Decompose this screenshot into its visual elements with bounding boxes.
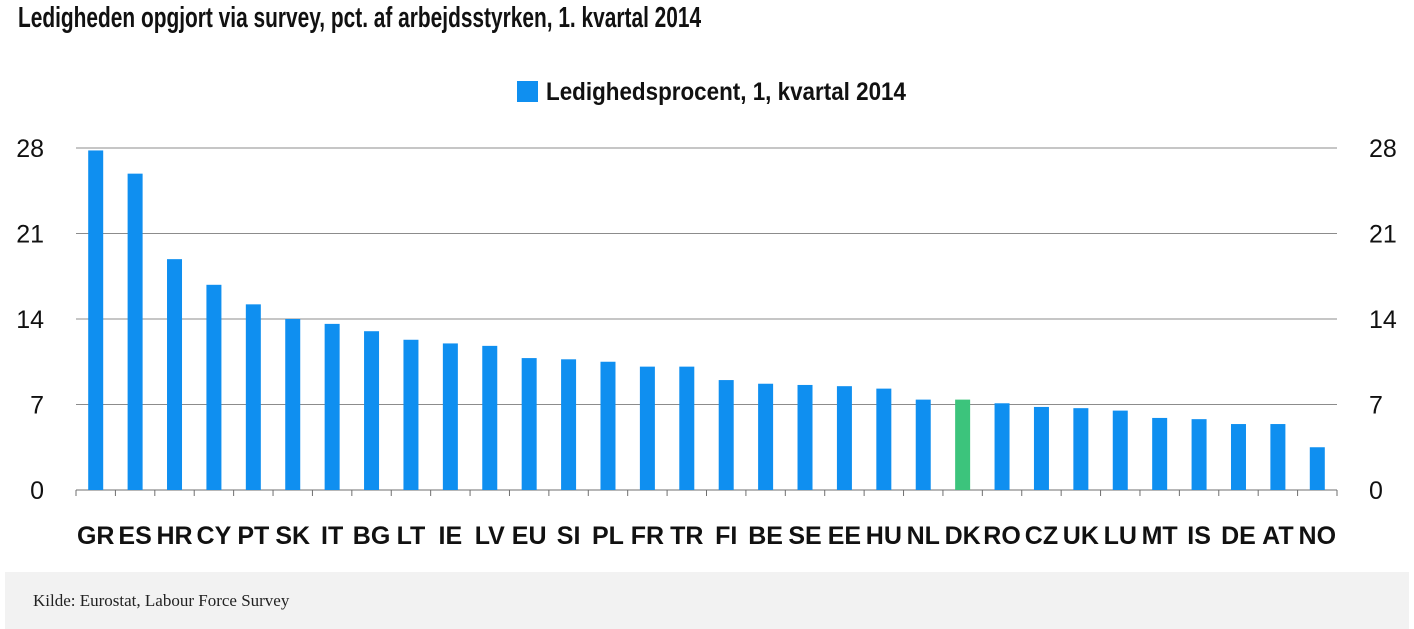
bar-ro xyxy=(994,403,1010,490)
x-tick-label-se: SE xyxy=(788,522,821,550)
y-tick-label-left: 14 xyxy=(16,306,44,334)
bar-cy xyxy=(206,284,222,490)
bar-eu xyxy=(521,358,537,490)
bar-be xyxy=(758,383,774,490)
x-tick-label-no: NO xyxy=(1299,522,1337,550)
x-tick-label-fi: FI xyxy=(715,522,737,550)
y-tick-label-right: 14 xyxy=(1369,306,1397,334)
x-tick-label-uk: UK xyxy=(1063,522,1099,550)
bar-es xyxy=(127,173,143,490)
x-tick-label-lt: LT xyxy=(397,522,426,550)
y-tick-label-right: 7 xyxy=(1369,392,1383,420)
x-tick-label-de: DE xyxy=(1221,522,1256,550)
x-tick-label-mt: MT xyxy=(1142,522,1178,550)
source-panel: Kilde: Eurostat, Labour Force Survey xyxy=(5,572,1409,629)
bar-gr xyxy=(88,150,104,490)
x-tick-label-ie: IE xyxy=(439,522,463,550)
bar-sk xyxy=(285,319,301,490)
y-tick-label-right: 28 xyxy=(1369,135,1397,163)
x-tick-label-ro: RO xyxy=(983,522,1021,550)
bar-tr xyxy=(679,366,695,490)
x-tick-label-ee: EE xyxy=(828,522,861,550)
x-tick-label-hu: HU xyxy=(866,522,902,550)
bar-dk xyxy=(955,399,971,490)
bar-cz xyxy=(1033,406,1049,490)
bar-at xyxy=(1270,424,1286,490)
bar-no xyxy=(1309,447,1325,490)
x-tick-label-be: BE xyxy=(748,522,783,550)
x-tick-label-fr: FR xyxy=(631,522,664,550)
x-tick-label-cz: CZ xyxy=(1025,522,1058,550)
x-tick-label-es: ES xyxy=(118,522,151,550)
bar-hu xyxy=(876,388,892,490)
bar-uk xyxy=(1073,408,1089,490)
bar-lu xyxy=(1112,410,1128,490)
x-tick-label-is: IS xyxy=(1187,522,1211,550)
x-tick-label-dk: DK xyxy=(945,522,981,550)
bar-nl xyxy=(915,399,931,490)
x-tick-label-bg: BG xyxy=(353,522,391,550)
y-tick-label-left: 21 xyxy=(16,221,44,249)
axes: 0 0 7 7 14 14 21 21 28 28 xyxy=(16,135,1397,505)
x-tick-label-hr: HR xyxy=(156,522,192,550)
x-tick-label-pl: PL xyxy=(592,522,624,550)
x-tick-label-pt: PT xyxy=(237,522,269,550)
y-tick-label-left: 0 xyxy=(30,477,44,505)
x-tick-label-gr: GR xyxy=(77,522,115,550)
bar-is xyxy=(1191,419,1207,490)
bar-hr xyxy=(167,259,183,490)
category-labels: GR ES HR CY PT SK IT BG LT IE LV EU SI PL FR TR FI BE SE EE… xyxy=(77,522,1336,550)
x-tick-label-eu: EU xyxy=(512,522,547,550)
bar-pt xyxy=(245,304,261,490)
x-tick-label-tr: TR xyxy=(670,522,703,550)
x-tick-label-cy: CY xyxy=(197,522,232,550)
x-tick-label-it: IT xyxy=(321,522,343,550)
y-tick-label-left: 28 xyxy=(16,135,44,163)
bar-de xyxy=(1230,424,1246,490)
bar-it xyxy=(324,323,340,490)
bar-pl xyxy=(600,361,616,490)
legend-label: Ledighedsprocent, 1, kvartal 2014 xyxy=(546,78,906,106)
bars xyxy=(88,150,1325,490)
legend-swatch xyxy=(517,81,538,102)
bar-lv xyxy=(482,345,498,490)
legend: Ledighedsprocent, 1, kvartal 2014 xyxy=(517,78,906,106)
bar-fi xyxy=(718,380,734,490)
x-tick-label-lv: LV xyxy=(475,522,505,550)
y-tick-label-right: 0 xyxy=(1369,477,1383,505)
bar-chart: Ledighedsprocent, 1, kvartal 2014 0 0 7 7 14… xyxy=(16,78,1397,550)
x-tick-label-sk: SK xyxy=(275,522,310,550)
bar-lt xyxy=(403,339,419,490)
bar-fr xyxy=(639,366,655,490)
x-tick-label-lu: LU xyxy=(1104,522,1137,550)
bar-ee xyxy=(836,386,852,490)
bar-mt xyxy=(1152,417,1168,490)
x-tick-label-nl: NL xyxy=(907,522,940,550)
chart-title: Ledigheden opgjort via survey, pct. af a… xyxy=(18,2,702,34)
x-tick-label-si: SI xyxy=(557,522,581,550)
gridlines xyxy=(76,147,1337,405)
bar-ie xyxy=(442,343,458,490)
source-note: Kilde: Eurostat, Labour Force Survey xyxy=(33,591,290,610)
bar-bg xyxy=(364,331,380,490)
x-tick-label-at: AT xyxy=(1262,522,1293,550)
y-tick-label-left: 7 xyxy=(30,392,44,420)
y-tick-label-right: 21 xyxy=(1369,221,1397,249)
bar-se xyxy=(797,384,813,490)
bar-si xyxy=(561,359,577,490)
